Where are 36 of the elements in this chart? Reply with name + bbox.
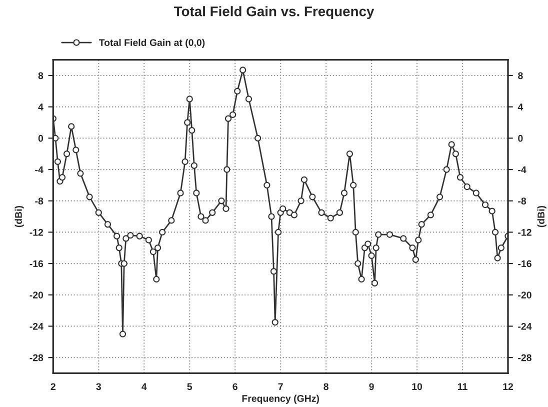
x-tick-label: 10 <box>412 383 422 390</box>
x-tick-label: 8 <box>324 383 328 390</box>
y-tick-label: -4 <box>35 166 44 174</box>
y2-tick-label: -8 <box>518 198 526 204</box>
y2-tick-label: 8 <box>518 72 523 80</box>
y2-tick-label: 0 <box>518 134 523 142</box>
y2-tick-label: -4 <box>518 166 526 174</box>
y-tick-label: 4 <box>38 104 44 110</box>
y2-tick-label: -28 <box>518 354 532 362</box>
x-tick-label: 12 <box>503 383 514 390</box>
chart-title: Total Field Gain vs. Frequency <box>174 6 374 20</box>
y2-tick-label: -24 <box>518 322 532 330</box>
y2-tick-label: 4 <box>518 104 524 110</box>
x-tick-label: 5 <box>187 383 192 390</box>
x-tick-label: 7 <box>278 383 283 390</box>
x-tick-label: 4 <box>142 383 147 390</box>
y2-axis-title: (dBi) <box>537 206 546 228</box>
x-tick-label: 3 <box>96 383 101 390</box>
y-tick-label: 0 <box>38 134 44 142</box>
y-tick-label: -12 <box>30 228 44 236</box>
x-tick-label: 9 <box>369 383 374 390</box>
y-tick-label: -16 <box>30 260 44 268</box>
y2-tick-label: -12 <box>518 228 532 236</box>
y2-tick-label: -20 <box>518 292 532 298</box>
legend-label: Total Field Gain at (0,0) <box>98 38 205 48</box>
x-tick-label: 6 <box>232 383 238 390</box>
y-tick-label: -20 <box>30 292 44 298</box>
y-tick-label: -28 <box>30 354 44 362</box>
x-axis-title: Frequency (GHz) <box>242 394 319 404</box>
y-tick-label: -24 <box>30 322 44 330</box>
y-tick-label: -8 <box>35 198 44 204</box>
x-tick-label: 11 <box>458 383 468 390</box>
x-tick-label: 2 <box>50 383 56 390</box>
y-axis-title: (dBi) <box>14 206 24 228</box>
y2-tick-label: -16 <box>518 260 532 268</box>
y-tick-label: 8 <box>38 72 44 80</box>
